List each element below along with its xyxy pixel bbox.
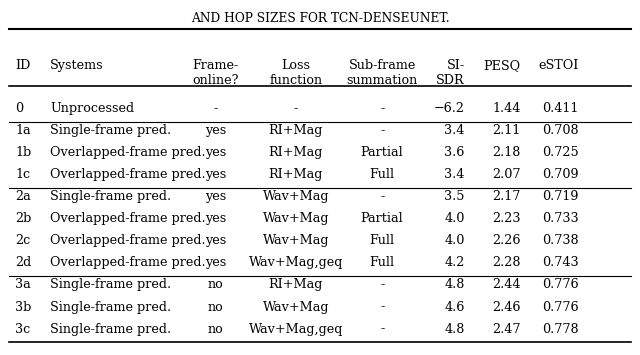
Text: -: - (380, 102, 384, 115)
Text: 2.23: 2.23 (492, 212, 520, 225)
Text: Full: Full (370, 168, 395, 181)
Text: 0: 0 (15, 102, 24, 115)
Text: Single-frame pred.: Single-frame pred. (51, 124, 172, 137)
Text: -: - (380, 323, 384, 335)
Text: -: - (380, 124, 384, 137)
Text: PESQ: PESQ (483, 59, 520, 72)
Text: 4.8: 4.8 (444, 278, 465, 291)
Text: 3.4: 3.4 (444, 168, 465, 181)
Text: 2.18: 2.18 (492, 146, 520, 159)
Text: 1a: 1a (15, 124, 31, 137)
Text: Wav+Mag,geq: Wav+Mag,geq (249, 323, 343, 335)
Text: 0.709: 0.709 (542, 168, 579, 181)
Text: Sub-frame
summation: Sub-frame summation (346, 59, 418, 87)
Text: no: no (207, 278, 223, 291)
Text: Single-frame pred.: Single-frame pred. (51, 323, 172, 335)
Text: 0.733: 0.733 (542, 212, 579, 225)
Text: 0.776: 0.776 (542, 300, 579, 313)
Text: −6.2: −6.2 (434, 102, 465, 115)
Text: 2b: 2b (15, 212, 32, 225)
Text: 2d: 2d (15, 256, 32, 269)
Text: 4.2: 4.2 (444, 256, 465, 269)
Text: -: - (294, 102, 298, 115)
Text: 4.0: 4.0 (444, 212, 465, 225)
Text: -: - (213, 102, 218, 115)
Text: 4.0: 4.0 (444, 234, 465, 247)
Text: 2.26: 2.26 (492, 234, 520, 247)
Text: eSTOI: eSTOI (538, 59, 579, 72)
Text: Single-frame pred.: Single-frame pred. (51, 300, 172, 313)
Text: 0.738: 0.738 (542, 234, 579, 247)
Text: 0.708: 0.708 (542, 124, 579, 137)
Text: 1c: 1c (15, 168, 31, 181)
Text: RI+Mag: RI+Mag (269, 146, 323, 159)
Text: 4.8: 4.8 (444, 323, 465, 335)
Text: Systems: Systems (51, 59, 104, 72)
Text: Overlapped-frame pred.: Overlapped-frame pred. (51, 234, 206, 247)
Text: yes: yes (205, 234, 226, 247)
Text: 3.4: 3.4 (444, 124, 465, 137)
Text: no: no (207, 323, 223, 335)
Text: Full: Full (370, 234, 395, 247)
Text: 2.17: 2.17 (492, 190, 520, 203)
Text: Wav+Mag: Wav+Mag (262, 190, 329, 203)
Text: 1b: 1b (15, 146, 32, 159)
Text: -: - (380, 278, 384, 291)
Text: SI-
SDR: SI- SDR (436, 59, 465, 87)
Text: 2c: 2c (15, 234, 31, 247)
Text: yes: yes (205, 190, 226, 203)
Text: yes: yes (205, 256, 226, 269)
Text: yes: yes (205, 168, 226, 181)
Text: -: - (380, 190, 384, 203)
Text: no: no (207, 300, 223, 313)
Text: 2.47: 2.47 (492, 323, 520, 335)
Text: 2.28: 2.28 (492, 256, 520, 269)
Text: Single-frame pred.: Single-frame pred. (51, 190, 172, 203)
Text: AND HOP SIZES FOR TCN-DENSEUNET.: AND HOP SIZES FOR TCN-DENSEUNET. (191, 11, 449, 24)
Text: 0.776: 0.776 (542, 278, 579, 291)
Text: Wav+Mag: Wav+Mag (262, 212, 329, 225)
Text: 3a: 3a (15, 278, 31, 291)
Text: 2.11: 2.11 (492, 124, 520, 137)
Text: RI+Mag: RI+Mag (269, 168, 323, 181)
Text: 0.411: 0.411 (543, 102, 579, 115)
Text: Overlapped-frame pred.: Overlapped-frame pred. (51, 146, 206, 159)
Text: 2.07: 2.07 (492, 168, 520, 181)
Text: Wav+Mag: Wav+Mag (262, 300, 329, 313)
Text: Partial: Partial (361, 146, 404, 159)
Text: RI+Mag: RI+Mag (269, 278, 323, 291)
Text: 0.743: 0.743 (542, 256, 579, 269)
Text: Single-frame pred.: Single-frame pred. (51, 278, 172, 291)
Text: 3b: 3b (15, 300, 32, 313)
Text: 2.44: 2.44 (492, 278, 520, 291)
Text: yes: yes (205, 146, 226, 159)
Text: -: - (380, 300, 384, 313)
Text: 3.5: 3.5 (444, 190, 465, 203)
Text: Frame-
online?: Frame- online? (192, 59, 239, 87)
Text: Wav+Mag,geq: Wav+Mag,geq (249, 256, 343, 269)
Text: Full: Full (370, 256, 395, 269)
Text: Partial: Partial (361, 212, 404, 225)
Text: RI+Mag: RI+Mag (269, 124, 323, 137)
Text: yes: yes (205, 124, 226, 137)
Text: Loss
function: Loss function (269, 59, 323, 87)
Text: 2a: 2a (15, 190, 31, 203)
Text: Unprocessed: Unprocessed (51, 102, 134, 115)
Text: ID: ID (15, 59, 31, 72)
Text: Overlapped-frame pred.: Overlapped-frame pred. (51, 168, 206, 181)
Text: 3.6: 3.6 (444, 146, 465, 159)
Text: 4.6: 4.6 (444, 300, 465, 313)
Text: yes: yes (205, 212, 226, 225)
Text: 3c: 3c (15, 323, 31, 335)
Text: Overlapped-frame pred.: Overlapped-frame pred. (51, 212, 206, 225)
Text: Overlapped-frame pred.: Overlapped-frame pred. (51, 256, 206, 269)
Text: 0.725: 0.725 (542, 146, 579, 159)
Text: 0.778: 0.778 (542, 323, 579, 335)
Text: Wav+Mag: Wav+Mag (262, 234, 329, 247)
Text: 1.44: 1.44 (492, 102, 520, 115)
Text: 0.719: 0.719 (542, 190, 579, 203)
Text: 2.46: 2.46 (492, 300, 520, 313)
